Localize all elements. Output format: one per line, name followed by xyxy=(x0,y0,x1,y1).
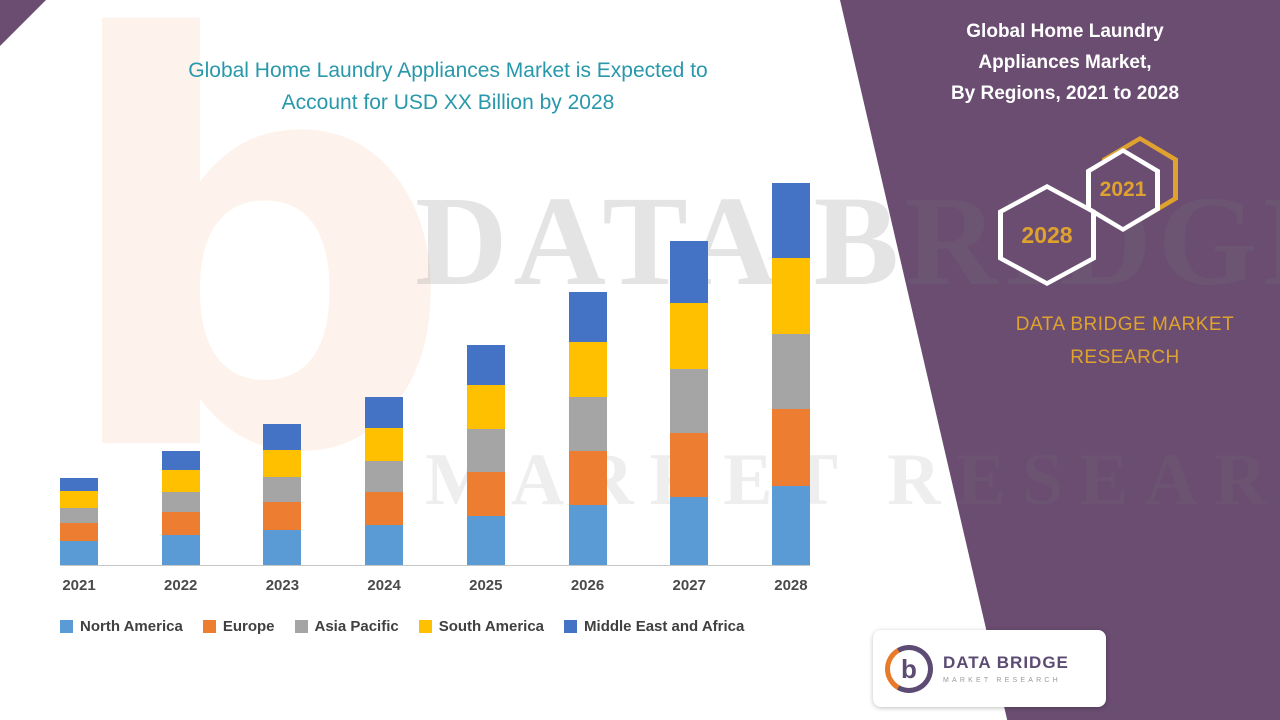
x-axis-label-2024: 2024 xyxy=(367,577,401,594)
bar-2022: 2022 xyxy=(161,451,200,594)
legend-label: Asia Pacific xyxy=(314,618,399,635)
segment-middle-east-and-africa-2027 xyxy=(670,241,709,303)
segment-middle-east-and-africa-2025 xyxy=(466,345,505,385)
segment-asia-pacific-2028 xyxy=(771,334,810,409)
segment-europe-2026 xyxy=(568,451,607,505)
corner-accent-triangle xyxy=(0,0,46,46)
segment-middle-east-and-africa-2024 xyxy=(365,397,404,428)
segment-middle-east-and-africa-2022 xyxy=(161,451,200,470)
brand-wordmark-line2: RESEARCH xyxy=(1070,347,1180,368)
x-axis-label-2027: 2027 xyxy=(672,577,706,594)
segment-asia-pacific-2027 xyxy=(670,369,709,433)
bar-2026: 2026 xyxy=(568,292,607,594)
legend-item-north-america: North America xyxy=(60,618,183,635)
segment-europe-2022 xyxy=(161,512,200,535)
segment-middle-east-and-africa-2028 xyxy=(771,183,810,258)
segment-middle-east-and-africa-2021 xyxy=(60,478,98,491)
legend-item-south-america: South America xyxy=(418,618,545,635)
data-bridge-logo-text: DATA BRIDGE MARKET RESEARCH xyxy=(943,653,1069,684)
x-axis-label-2025: 2025 xyxy=(469,577,503,594)
bar-2025: 2025 xyxy=(466,345,505,594)
segment-south-america-2025 xyxy=(466,385,505,429)
brand-wordmark: DATA BRIDGE MARKET RESEARCH xyxy=(990,308,1260,374)
legend-item-europe: Europe xyxy=(202,618,275,635)
legend-label: South America xyxy=(438,618,545,635)
bar-2024: 2024 xyxy=(365,397,404,594)
x-axis-label-2023: 2023 xyxy=(265,577,300,594)
data-bridge-logo-box: b DATA BRIDGE MARKET RESEARCH xyxy=(873,630,1106,707)
legend-label: North America xyxy=(80,618,183,635)
segment-south-america-2022 xyxy=(161,470,200,492)
chart-headline: Global Home Laundry Appliances Market is… xyxy=(95,55,801,119)
segment-south-america-2023 xyxy=(263,450,302,477)
legend-item-asia-pacific: Asia Pacific xyxy=(294,618,399,635)
stacked-bar-plot: 2021 2022 2023 2024 2025 2026 2027 2028 xyxy=(60,180,810,594)
legend-swatch xyxy=(60,620,73,633)
legend-swatch xyxy=(564,620,578,633)
legend-item-middle-east-and-africa: Middle East and Africa xyxy=(564,618,744,635)
watermark-market-research: MARKET RESEARCH xyxy=(425,439,1280,521)
chart-headline-line1: Global Home Laundry Appliances Market is… xyxy=(188,59,708,82)
segment-north-america-2021 xyxy=(60,541,98,565)
segment-south-america-2028 xyxy=(771,258,810,334)
segment-asia-pacific-2024 xyxy=(365,461,404,492)
hexagon-2021-label: 2021 xyxy=(1091,153,1155,227)
segment-asia-pacific-2022 xyxy=(161,492,200,512)
segment-south-america-2026 xyxy=(568,342,607,397)
segment-north-america-2028 xyxy=(771,486,810,565)
segment-asia-pacific-2025 xyxy=(466,429,505,472)
bar-2027: 2027 xyxy=(670,241,709,594)
bar-2028: 2028 xyxy=(771,183,810,594)
data-bridge-logo-letter: b xyxy=(890,649,928,688)
segment-middle-east-and-africa-2023 xyxy=(263,424,302,450)
segment-europe-2021 xyxy=(60,523,98,541)
right-panel-content: Global Home Laundry Appliances Market, B… xyxy=(840,0,1280,720)
segment-south-america-2027 xyxy=(670,303,709,369)
segment-north-america-2024 xyxy=(365,525,404,565)
legend-label: Middle East and Africa xyxy=(584,618,745,635)
segment-south-america-2024 xyxy=(365,428,404,461)
segment-south-america-2021 xyxy=(60,491,98,508)
legend-swatch xyxy=(418,620,432,633)
panel-title-line1: Global Home Laundry xyxy=(966,21,1164,42)
legend-label: Europe xyxy=(222,618,275,635)
x-axis-label-2028: 2028 xyxy=(774,577,808,594)
segment-europe-2023 xyxy=(263,502,302,530)
segment-europe-2027 xyxy=(670,433,709,497)
segment-asia-pacific-2023 xyxy=(263,477,302,502)
segment-europe-2028 xyxy=(771,409,810,486)
x-axis-label-2022: 2022 xyxy=(164,577,198,594)
data-bridge-logo-icon: b xyxy=(885,644,933,693)
brand-wordmark-line1: DATA BRIDGE MARKET xyxy=(1015,314,1235,335)
segment-north-america-2027 xyxy=(670,497,709,565)
logo-brand-name: DATA BRIDGE xyxy=(943,653,1069,672)
chart-legend: North America Europe Asia Pacific South Ame… xyxy=(60,618,744,635)
legend-swatch xyxy=(294,620,308,633)
bar-2021: 2021 xyxy=(60,478,98,594)
chart-headline-line2: Account for USD XX Billion by 2028 xyxy=(281,91,615,114)
segment-north-america-2025 xyxy=(466,516,505,565)
segment-middle-east-and-africa-2026 xyxy=(568,292,607,342)
segment-asia-pacific-2021 xyxy=(60,508,98,523)
segment-north-america-2023 xyxy=(263,530,302,565)
panel-title: Global Home Laundry Appliances Market, B… xyxy=(910,16,1220,109)
segment-north-america-2022 xyxy=(161,535,200,565)
hexagon-2028: 2028 xyxy=(998,184,1096,286)
segment-europe-2025 xyxy=(466,472,505,516)
segment-north-america-2026 xyxy=(568,505,607,565)
bar-2023: 2023 xyxy=(263,424,302,594)
x-axis-label-2026: 2026 xyxy=(570,577,605,594)
legend-swatch xyxy=(202,620,216,633)
segment-asia-pacific-2026 xyxy=(568,397,607,451)
panel-title-line3: By Regions, 2021 to 2028 xyxy=(950,83,1180,104)
segment-europe-2024 xyxy=(365,492,404,525)
panel-title-line2: Appliances Market, xyxy=(978,52,1152,73)
hexagon-2028-label: 2028 xyxy=(1003,189,1091,281)
logo-brand-caption: MARKET RESEARCH xyxy=(943,677,1061,684)
x-axis-label-2021: 2021 xyxy=(62,577,96,594)
